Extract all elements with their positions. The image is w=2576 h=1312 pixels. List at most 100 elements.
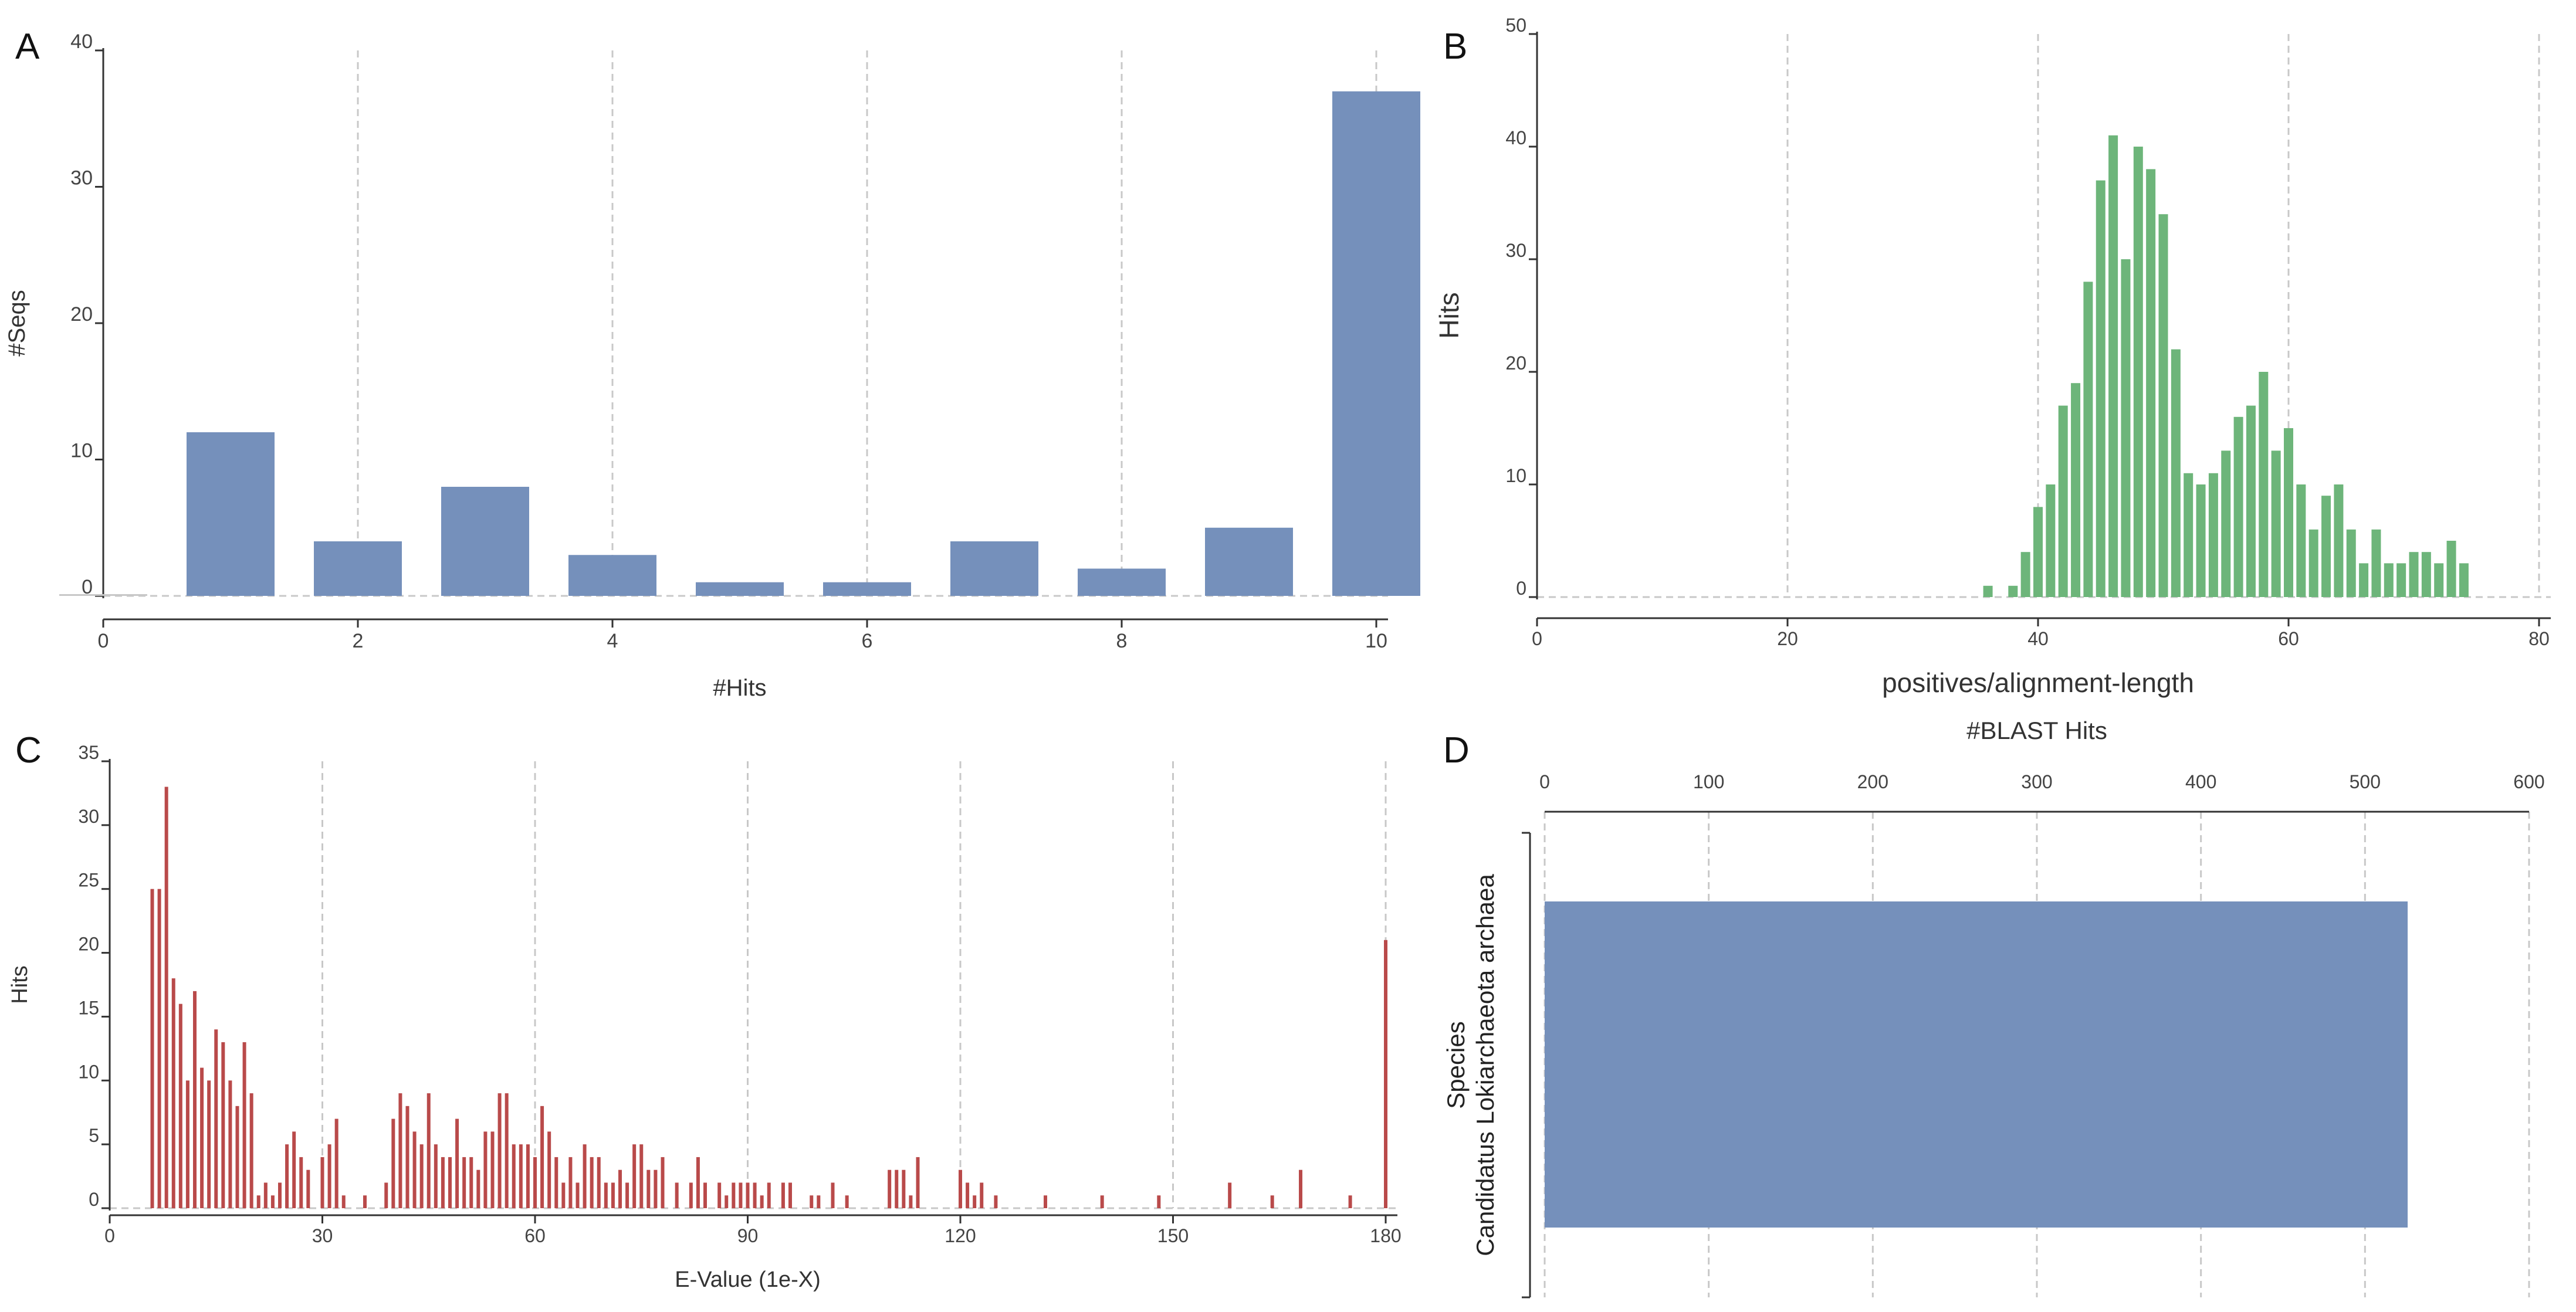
chart-c-bar <box>341 1195 346 1208</box>
chart-c-bar <box>1270 1195 1274 1208</box>
chart-c-bar <box>781 1182 785 1208</box>
chart-c-y-tick-label: 5 <box>89 1125 99 1146</box>
chart-c-bar <box>994 1195 998 1208</box>
chart-b-bar <box>2096 180 2106 598</box>
chart-c-bar <box>533 1157 537 1208</box>
chart-c-bar <box>625 1182 629 1208</box>
chart-c-bar <box>292 1131 296 1208</box>
chart-c-bar <box>703 1182 707 1208</box>
chart-c-bar <box>717 1182 722 1208</box>
chart-c-bar <box>810 1195 814 1208</box>
chart-b-x-tick-label: 0 <box>1532 628 1542 649</box>
chart-c-bar <box>270 1195 275 1208</box>
chart-b-bar <box>2421 552 2431 597</box>
chart-b-y-tick-label: 20 <box>1505 352 1526 374</box>
chart-c-bar <box>583 1144 587 1208</box>
chart-b-bar <box>2384 563 2394 597</box>
chart-c-bar <box>547 1131 551 1208</box>
chart-c-bar <box>767 1182 771 1208</box>
chart-c-bar <box>512 1144 516 1208</box>
chart-b-bar <box>2121 259 2131 597</box>
chart-b-x-tick-label: 40 <box>2027 628 2049 649</box>
chart-c-bar <box>590 1157 594 1208</box>
chart-b-bar <box>2334 484 2344 597</box>
chart-c-bar <box>200 1067 204 1208</box>
chart-c-y-tick-label: 30 <box>78 806 99 827</box>
chart-c-bar <box>611 1182 615 1208</box>
chart-c-bar <box>299 1157 303 1208</box>
chart-c-bar <box>285 1144 289 1208</box>
chart-b-bar <box>2058 405 2068 597</box>
chart-c-x-tick-label: 90 <box>737 1225 759 1246</box>
chart-c-x-axis-title: E-Value (1e-X) <box>675 1267 821 1292</box>
chart-a-bar <box>823 582 911 596</box>
chart-c-bar <box>497 1093 502 1208</box>
chart-a-x-tick-label: 4 <box>607 630 618 652</box>
chart-c-bar <box>221 1042 225 1208</box>
chart-c-bar <box>732 1182 736 1208</box>
chart-b-bar <box>2446 541 2456 597</box>
chart-b-bar <box>2184 473 2194 597</box>
chart-d-x-axis-title: #BLAST Hits <box>1966 717 2107 744</box>
chart-b-y-tick-label: 40 <box>1505 127 1526 148</box>
chart-b-bar <box>2133 147 2143 597</box>
chart-b-bar <box>2284 428 2293 597</box>
chart-c-bar <box>462 1157 466 1208</box>
chart-c-bar <box>193 991 197 1208</box>
chart-c-bar <box>157 889 161 1208</box>
chart-b-bar <box>2158 214 2168 597</box>
chart-d-x-tick-label: 600 <box>2513 771 2544 792</box>
chart-c-y-tick-label: 20 <box>78 934 99 955</box>
chart-b-bar <box>2221 450 2231 597</box>
chart-c-bar <box>412 1131 417 1208</box>
chart-c-bar <box>746 1182 750 1208</box>
chart-c-bar <box>959 1169 962 1208</box>
chart-c-bar <box>320 1157 324 1208</box>
chart-c-x-tick-label: 180 <box>1370 1225 1401 1246</box>
chart-c-bar <box>249 1093 253 1208</box>
chart-c-bar <box>398 1093 402 1208</box>
chart-b-bar <box>2033 507 2043 597</box>
chart-b-y-tick-label: 0 <box>1516 578 1526 599</box>
chart-c-y-tick-label: 25 <box>78 870 99 891</box>
chart-a-y-tick-label: 40 <box>70 30 93 53</box>
chart-c-bar <box>725 1195 729 1208</box>
chart-b-bar <box>2459 563 2469 597</box>
chart-c-bar <box>327 1144 331 1208</box>
chart-c-evalue: 0 5 10 15 20 25 30 35 0 30 60 90 120 150 180 E-Value (1… <box>8 742 1402 1292</box>
chart-a-bar <box>696 582 784 596</box>
chart-d-x-tick-label: 200 <box>1857 771 1888 792</box>
chart-b-x-tick-label: 60 <box>2278 628 2299 649</box>
chart-c-bar <box>441 1157 445 1208</box>
chart-c-bar <box>1299 1169 1302 1208</box>
chart-b-bar <box>2259 372 2269 597</box>
chart-b-x-tick-label: 20 <box>1777 628 1798 649</box>
chart-c-bar <box>263 1182 268 1208</box>
chart-c-bar <box>164 786 168 1208</box>
chart-a-bar <box>187 432 275 596</box>
panel-label-c: C <box>15 730 42 771</box>
chart-c-bar <box>256 1195 260 1208</box>
chart-c-y-tick-label: 35 <box>78 742 99 763</box>
chart-c-bar <box>654 1169 658 1208</box>
chart-b-bar <box>2171 349 2181 597</box>
chart-c-bar <box>476 1169 480 1208</box>
chart-a-x-tick-label: 10 <box>1365 630 1387 652</box>
chart-c-y-axis-title: Hits <box>8 965 32 1004</box>
chart-c-x-tick-label: 0 <box>104 1225 115 1246</box>
chart-c-bar <box>426 1093 431 1208</box>
chart-d-x-tick-label: 300 <box>2021 771 2052 792</box>
chart-c-bar <box>306 1169 310 1208</box>
chart-b-y-axis-title: Hits <box>1434 292 1464 338</box>
chart-c-bar <box>242 1042 246 1208</box>
chart-b-bar <box>2196 484 2206 597</box>
chart-c-bar <box>483 1131 488 1208</box>
chart-b-bar <box>2008 585 2018 597</box>
chart-a-hits-per-sequence: 0 10 20 30 40 0 2 4 6 8 10 #Hits #Seqs <box>4 30 1420 701</box>
chart-c-bar <box>831 1182 835 1208</box>
chart-c-bar <box>1228 1182 1232 1208</box>
chart-c-bar <box>554 1157 558 1208</box>
chart-b-x-axis-title: positives/alignment-length <box>1882 667 2194 698</box>
chart-d-y-axis-title: Species <box>1442 1021 1470 1108</box>
chart-c-bar <box>689 1182 693 1208</box>
